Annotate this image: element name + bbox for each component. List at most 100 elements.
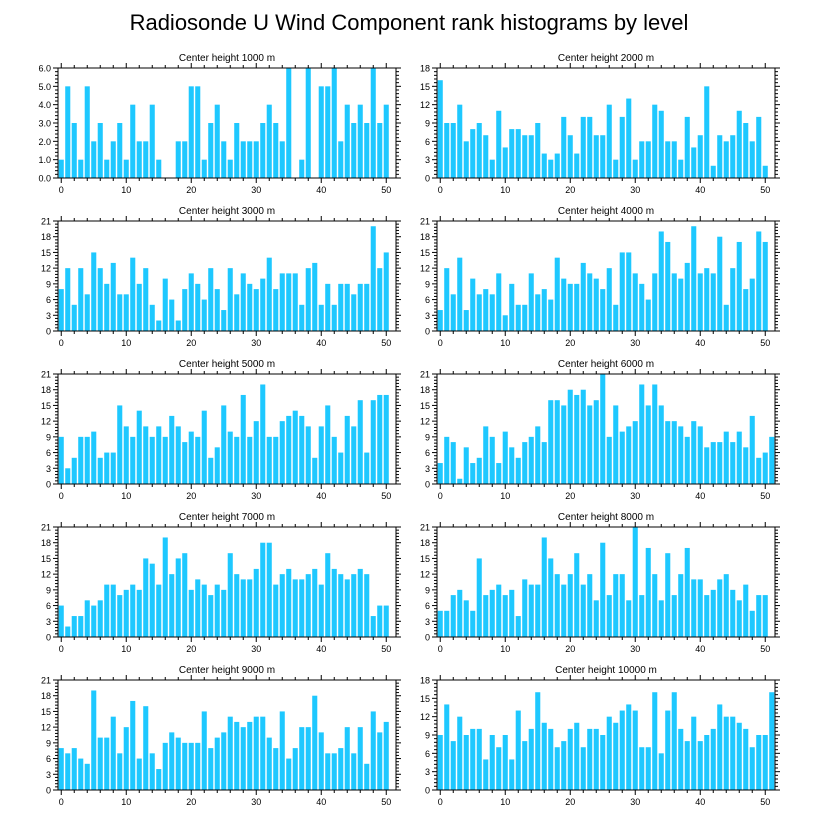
histogram-bar [457,589,463,637]
y-tick-label: 15 [41,401,51,411]
panel-1: Center height 1000 m 0.0 1.0 2.0 3.0 4.0 5.0 6.… [38,53,401,195]
histogram-bar [671,273,677,331]
y-tick-label: 15 [41,248,51,258]
histogram-bar [476,294,482,331]
histogram-bar [457,716,463,790]
histogram-bar [286,415,292,484]
histogram-bar [470,129,476,178]
plot-frame [436,373,776,485]
histogram-bar [149,753,155,790]
histogram-bar [84,600,90,637]
histogram-bar [247,721,253,790]
histogram-bar [58,605,64,637]
histogram-bar [338,283,344,331]
y-tick-label: 4.0 [38,100,51,110]
histogram-bar [260,384,266,484]
histogram-bar [208,457,214,484]
histogram-bar [652,692,658,790]
histogram-bar [632,421,638,484]
histogram-bar [78,159,84,178]
histogram-bar [489,159,495,178]
histogram-bar [483,595,489,637]
histogram-bar [351,753,357,790]
histogram-bar [697,579,703,637]
histogram-bar [554,574,560,637]
panel-title: Center height 6000 m [558,359,654,370]
histogram-bar [678,426,684,484]
histogram-bar [273,584,279,637]
histogram-bar [704,735,710,790]
y-tick-label: 0 [425,174,430,184]
histogram-bar [645,405,651,484]
histogram-bar [444,268,450,331]
histogram-bar [730,589,736,637]
histogram-bar [684,262,690,331]
histogram-bar [704,268,710,331]
histogram-bar [149,436,155,484]
histogram-bar [247,283,253,331]
histogram-bar [71,616,77,637]
histogram-bar [632,710,638,790]
histogram-bar [104,159,110,178]
histogram-bar [331,753,337,790]
y-tick-label: 18 [420,676,430,686]
histogram-bar [593,135,599,178]
histogram-bar [97,737,103,790]
histogram-bar [123,294,129,331]
histogram-bar [377,123,383,178]
histogram-bar [65,86,71,178]
histogram-bar [756,116,762,178]
histogram-bar [554,257,560,331]
histogram-bar [684,436,690,484]
histogram-bar [383,394,389,484]
histogram-bar [188,431,194,484]
panel-8: Center height 8000 m 0 3 6 9 12 15 18 21 0 10 20 30 4… [420,512,780,654]
x-tick-label: 40 [316,644,326,654]
histogram-bar [286,273,292,331]
y-tick-label: 3 [46,770,51,780]
histogram-bar [97,268,103,331]
histogram-bar [606,104,612,178]
y-tick-label: 12 [420,570,430,580]
histogram-bar [756,457,762,484]
histogram-bar [639,283,645,331]
histogram-bar [665,710,671,790]
histogram-bar [619,431,625,484]
histogram-bar [548,400,554,484]
histogram-bar [221,732,227,790]
histogram-bar [260,123,266,178]
histogram-bar [691,147,697,178]
histogram-bar [260,542,266,637]
histogram-bar [266,257,272,331]
panel-title: Center height 4000 m [558,206,654,217]
histogram-bar [175,320,181,331]
histogram-bar [561,741,567,790]
histogram-bar [214,104,220,178]
histogram-bar [357,568,363,637]
x-tick-label: 10 [121,338,131,348]
histogram-bar [325,553,331,637]
histogram-bar [483,759,489,790]
histogram-bar [463,735,469,790]
histogram-bar [528,728,534,790]
histogram-bar [65,468,71,484]
histogram-bar [123,727,129,790]
y-tick-label: 21 [420,217,430,227]
y-tick-label: 3 [425,617,430,627]
x-tick-label: 40 [695,491,705,501]
x-tick-label: 40 [316,491,326,501]
y-tick-label: 0 [425,633,430,643]
histogram-bar [483,289,489,331]
histogram-bar [325,753,331,790]
histogram-bar [470,728,476,790]
histogram-bar [470,278,476,331]
histogram-bar [476,457,482,484]
histogram-bar [717,579,723,637]
x-tick-label: 10 [500,491,510,501]
x-tick-label: 40 [695,797,705,807]
histogram-bar [305,574,311,637]
histogram-bar [710,589,716,637]
histogram-bar [691,226,697,331]
y-tick-label: 12 [420,712,430,722]
histogram-bar [78,436,84,484]
